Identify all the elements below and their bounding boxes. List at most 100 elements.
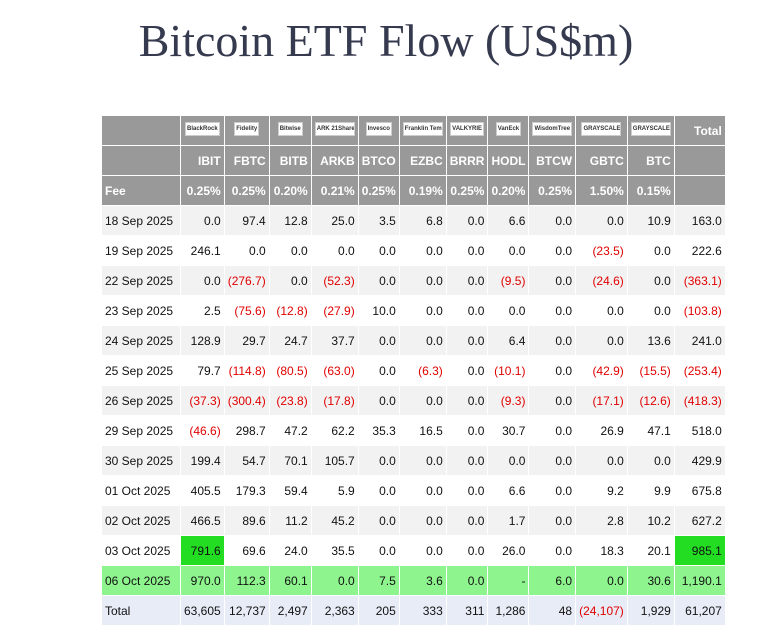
flow-cell: 6.6 [487,475,530,506]
total-cell: (24,107) [575,595,628,626]
flow-cell: 0.0 [398,445,447,476]
issuer-logo: VALKYRIE [450,122,485,136]
flow-cell: 0.0 [398,295,447,326]
empty-cell [673,175,726,206]
flow-cell: 6.0 [528,565,577,596]
logo-row: BlackRock Fidelity Bitwise ARK 21Shares Inve… [101,115,726,146]
date-cell: 06 Oct 2025 [101,565,181,596]
logo-cell: BlackRock [180,115,225,146]
ticker: HODL [487,145,530,176]
flow-cell: 10.2 [626,505,675,536]
flow-cell: (17.1) [575,385,628,416]
flow-cell: 54.7 [223,445,270,476]
flow-cell: (27.9) [310,295,359,326]
flow-cell: 0.0 [445,505,489,536]
flow-cell: 0.0 [398,475,447,506]
data-row: 22 Sep 2025 0.0 (276.7) 0.0 (52.3) 0.0 0.0 0.0(… [101,265,726,296]
total-cell: 1,286 [487,595,530,626]
flow-cell: 0.0 [575,205,628,236]
total-cell: 2,497 [268,595,312,626]
flow-cell: 128.9 [180,325,225,356]
flow-cell: 0.0 [398,265,447,296]
flow-cell: 0.0 [445,265,489,296]
flow-cell: 47.1 [626,415,675,446]
flow-cell: 7.5 [357,565,400,596]
flow-cell: (418.3) [673,385,726,416]
flow-cell: (23.8) [268,385,312,416]
fee: 0.20% [487,175,530,206]
date-cell: 22 Sep 2025 [101,265,181,296]
fee: 0.25% [223,175,270,206]
flow-cell: 0.0 [487,295,530,326]
flow-cell: 0.0 [268,265,312,296]
flow-cell: 985.1 [673,535,726,566]
logo-cell: Invesco [357,115,400,146]
flow-cell: 2.5 [180,295,225,326]
fee: 0.25% [357,175,400,206]
flow-cell: 26.9 [575,415,628,446]
flow-cell: 1,190.1 [673,565,726,596]
flow-cell: 0.0 [528,415,577,446]
total-cell: 48 [528,595,577,626]
date-cell: 30 Sep 2025 [101,445,181,476]
flow-cell: 69.6 [223,535,270,566]
ticker: ARKB [310,145,359,176]
flow-cell: 0.0 [487,445,530,476]
flow-cell: 11.2 [268,505,312,536]
logo-cell: ARK 21Shares [310,115,359,146]
flow-cell: 199.4 [180,445,225,476]
total-cell: 12,737 [223,595,270,626]
flow-cell: 0.0 [528,385,577,416]
total-cell: 2,363 [310,595,359,626]
flow-cell: 0.0 [626,235,675,266]
flow-cell: (6.3) [398,355,447,386]
flow-cell: 24.0 [268,535,312,566]
data-row: 30 Sep 2025 199.4 54.7 70.1 105.7 0.0 0.0 0.0 0.… [101,445,726,476]
flow-cell: (37.3) [180,385,225,416]
flow-cell: 0.0 [357,535,400,566]
logo-cell: Bitwise [268,115,312,146]
flow-cell: 0.0 [626,265,675,296]
date-cell: 18 Sep 2025 [101,205,181,236]
flow-cell: 0.0 [528,475,577,506]
flow-cell: 45.2 [310,505,359,536]
logo-cell: Franklin Templeton [398,115,447,146]
flow-cell: 0.0 [528,265,577,296]
flow-cell: 6.8 [398,205,447,236]
ticker: IBIT [180,145,225,176]
flow-cell: (103.8) [673,295,726,326]
date-cell: 01 Oct 2025 [101,475,181,506]
ticker: BRRR [445,145,489,176]
flow-cell: 466.5 [180,505,225,536]
date-cell: 24 Sep 2025 [101,325,181,356]
flow-cell: (52.3) [310,265,359,296]
flow-cell: 0.0 [575,295,628,326]
flow-cell: 298.7 [223,415,270,446]
flow-cell: (12.8) [268,295,312,326]
flow-cell: 0.0 [445,475,489,506]
flow-cell: 26.0 [487,535,530,566]
flow-cell: (15.5) [626,355,675,386]
issuer-logo: VanEck [495,122,522,136]
fee-row: Fee 0.25% 0.25% 0.20% 0.21% 0.25% 0.19% 0.25% 0.… [101,175,726,206]
flow-cell: 246.1 [180,235,225,266]
flow-cell: 0.0 [445,235,489,266]
flow-cell: 62.2 [310,415,359,446]
flow-cell: (114.8) [223,355,270,386]
flow-cell: 112.3 [223,565,270,596]
total-cell: 1,929 [626,595,675,626]
flow-cell: 0.0 [398,235,447,266]
flow-cell: 79.7 [180,355,225,386]
flow-cell: 0.0 [445,445,489,476]
flow-cell: (46.6) [180,415,225,446]
date-cell: 02 Oct 2025 [101,505,181,536]
flow-cell: 0.0 [626,445,675,476]
fee: 0.15% [626,175,675,206]
data-row: 25 Sep 2025 79.7 (114.8) (80.5) (63.0) 0.0 (6.… [101,355,726,386]
ticker: EZBC [398,145,447,176]
flow-cell: (63.0) [310,355,359,386]
flow-cell: 0.0 [575,325,628,356]
flow-cell: (17.8) [310,385,359,416]
ticker: BTC [626,145,675,176]
